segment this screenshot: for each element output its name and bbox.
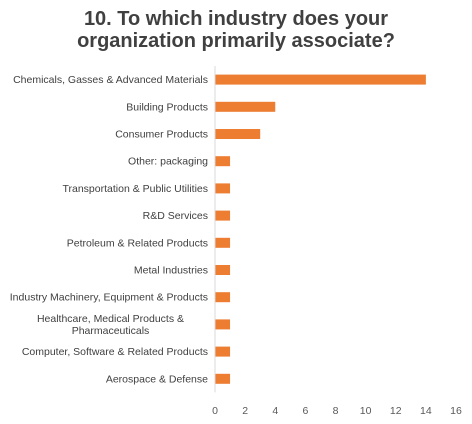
category-label-1: Building Products: [126, 101, 208, 113]
x-tick-label-6: 12: [390, 405, 402, 417]
bar-3: [215, 156, 231, 167]
category-label-10: Computer, Software & Related Products: [22, 346, 208, 358]
bar-1: [215, 101, 276, 112]
category-label-2: Consumer Products: [115, 129, 208, 141]
category-labels-group: Chemicals, Gasses & Advanced Materials Bu…: [10, 74, 208, 385]
chart-title-line-2: organization primarily associate?: [77, 30, 395, 52]
x-tick-labels-group: 0 2 4 6 8 10 12 14 16: [212, 405, 462, 417]
category-label-3: Other: packaging: [128, 156, 208, 168]
bar-7: [215, 265, 231, 275]
category-label-11: Aerospace & Defense: [106, 373, 208, 385]
x-tick-label-5: 10: [360, 405, 372, 417]
x-tick-label-8: 16: [450, 405, 462, 417]
bar-11: [215, 373, 231, 384]
chart-title-line-1: 10. To which industry does your: [83, 8, 389, 30]
x-tick-label-3: 6: [302, 405, 308, 417]
bar-0: [215, 74, 426, 85]
bar-8: [215, 292, 231, 303]
bar-2: [215, 129, 261, 139]
category-label-9: Healthcare, Medical Products & Pharmaceut…: [37, 313, 184, 337]
category-label-0: Chemicals, Gasses & Advanced Materials: [13, 74, 208, 86]
category-label-6: Petroleum & Related Products: [67, 237, 208, 249]
category-label-7: Metal Industries: [134, 265, 208, 277]
bar-5: [215, 210, 231, 221]
bar-9: [215, 319, 231, 330]
category-label-5: R&D Services: [143, 210, 208, 222]
category-label-4: Transportation & Public Utilities: [62, 183, 208, 195]
chart-title: 10. To which industry does your organiza…: [0, 8, 472, 52]
bars-group: [215, 74, 426, 384]
bar-4: [215, 183, 231, 194]
x-tick-label-0: 0: [212, 405, 218, 417]
x-tick-label-4: 8: [333, 405, 339, 417]
bar-10: [215, 346, 231, 357]
x-tick-label-1: 2: [242, 405, 248, 417]
category-label-8: Industry Machinery, Equipment & Products: [10, 292, 208, 304]
x-tick-label-2: 4: [272, 405, 278, 417]
bar-6: [215, 237, 231, 248]
x-tick-label-7: 14: [420, 405, 432, 417]
